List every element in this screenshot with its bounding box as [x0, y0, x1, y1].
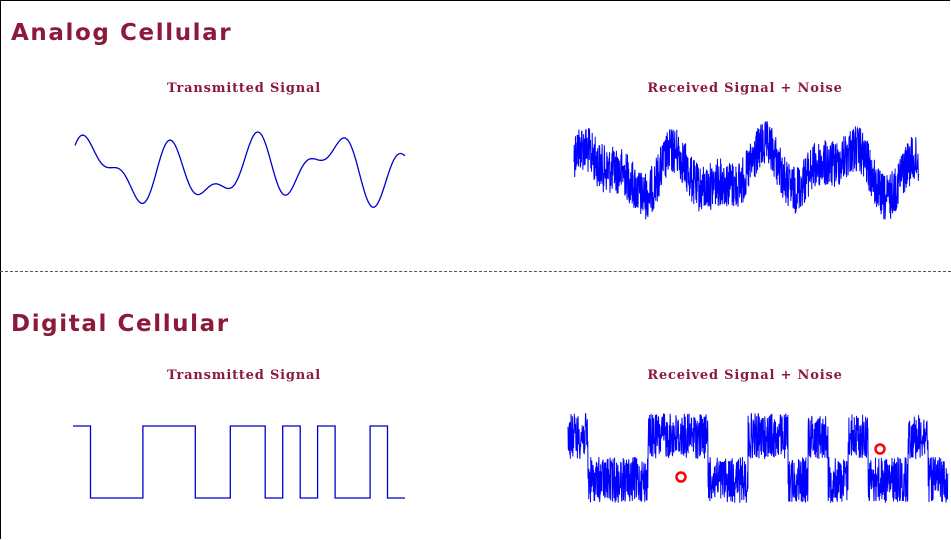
digital-transmitted-waveform [73, 425, 405, 499]
bit-error-marker [675, 471, 687, 483]
bit-error-marker [874, 443, 886, 455]
analog-received-trace [573, 121, 920, 220]
digital-received-title: Received Signal + Noise [647, 368, 843, 383]
analog-transmitted-title: Transmitted Signal [167, 81, 321, 96]
digital-transmitted-trace [73, 425, 405, 499]
analog-section-title: Analog Cellular [11, 20, 233, 46]
analog-received-waveform [573, 121, 920, 220]
digital-received-waveform [567, 413, 949, 503]
section-divider [0, 271, 951, 272]
analog-transmitted-trace [74, 131, 406, 208]
analog-received-title: Received Signal + Noise [647, 81, 843, 96]
digital-section-title: Digital Cellular [11, 311, 230, 337]
digital-received-trace [567, 413, 949, 503]
digital-transmitted-title: Transmitted Signal [167, 368, 321, 383]
analog-transmitted-waveform [74, 131, 406, 208]
